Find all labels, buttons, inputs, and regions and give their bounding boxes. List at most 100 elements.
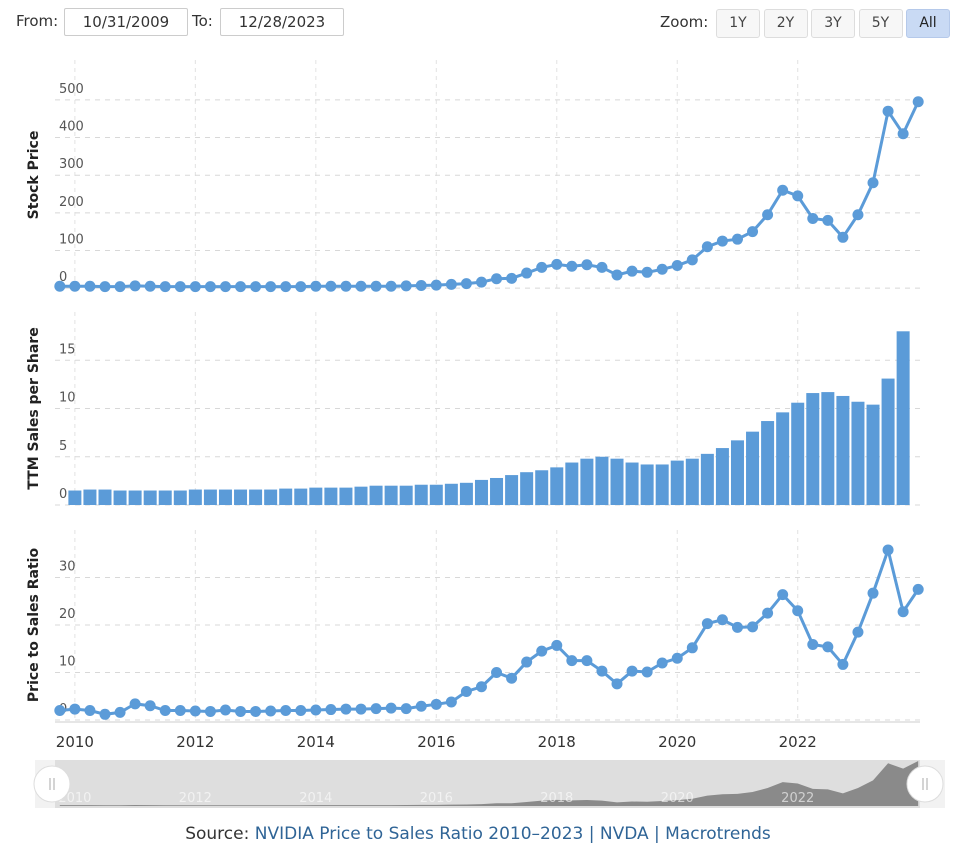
- navigator-handle[interactable]: [906, 765, 944, 803]
- bar: [700, 453, 714, 505]
- line: [59, 544, 920, 716]
- point: [762, 209, 774, 221]
- from-label: From:: [16, 12, 59, 30]
- point: [99, 281, 111, 293]
- y-tick-label: 10: [59, 391, 76, 406]
- bar: [218, 489, 232, 505]
- bar: [791, 402, 805, 505]
- point: [219, 281, 231, 293]
- point: [762, 607, 774, 619]
- point: [686, 254, 698, 266]
- point: [867, 177, 879, 189]
- y-tick-label: 200: [59, 195, 84, 210]
- y-tick-label: 30: [59, 560, 76, 575]
- point: [506, 272, 518, 284]
- point: [144, 700, 156, 712]
- bar: [761, 421, 775, 505]
- bar: [866, 404, 880, 505]
- point: [204, 281, 216, 293]
- point: [596, 261, 608, 273]
- bar: [279, 488, 293, 505]
- point: [777, 589, 789, 601]
- point: [54, 280, 66, 292]
- navigator-label: 2018: [540, 791, 573, 806]
- point: [400, 280, 412, 292]
- line: [59, 101, 920, 289]
- x-tick-label: 2020: [658, 733, 696, 751]
- navigator-label: 2022: [781, 791, 814, 806]
- bar: [173, 490, 187, 505]
- y-tick-label: 100: [59, 232, 84, 247]
- bar: [98, 489, 112, 505]
- point: [84, 280, 96, 292]
- point: [912, 583, 924, 595]
- point: [852, 626, 864, 638]
- point: [69, 703, 81, 715]
- point: [581, 655, 593, 667]
- x-tick-label: 2014: [297, 733, 335, 751]
- point: [460, 278, 472, 290]
- zoom-button[interactable]: 5Y: [858, 9, 903, 38]
- point: [189, 281, 201, 293]
- from-input[interactable]: 10/31/2009: [64, 8, 188, 36]
- bar: [294, 488, 308, 505]
- navigator-handle[interactable]: [33, 765, 71, 803]
- bar: [143, 490, 157, 505]
- zoom-button[interactable]: All: [906, 9, 950, 38]
- point: [310, 280, 322, 292]
- source-link[interactable]: NVIDIA Price to Sales Ratio 2010–2023 | …: [254, 824, 771, 844]
- bar: [896, 331, 910, 505]
- zoom-button[interactable]: 1Y: [716, 9, 760, 38]
- point: [747, 621, 759, 633]
- point: [475, 681, 487, 693]
- y-tick-label: 10: [59, 655, 76, 670]
- bar: [625, 462, 639, 505]
- point: [611, 678, 623, 690]
- bar: [595, 456, 609, 505]
- y-tick-label: 400: [59, 120, 84, 135]
- to-input[interactable]: 12/28/2023: [220, 8, 344, 36]
- point: [400, 703, 412, 715]
- point: [626, 665, 638, 677]
- y-tick-label: 0: [59, 270, 67, 285]
- y-tick-label: 5: [59, 439, 67, 454]
- point: [385, 280, 397, 292]
- bar: [339, 487, 353, 505]
- bar: [776, 412, 790, 505]
- navigator-area: [59, 760, 919, 806]
- point: [189, 705, 201, 717]
- zoom-button[interactable]: 2Y: [763, 9, 808, 38]
- point: [807, 212, 819, 224]
- point: [731, 621, 743, 633]
- point: [355, 280, 367, 292]
- point: [340, 703, 352, 715]
- point: [536, 645, 548, 657]
- bar: [640, 464, 654, 505]
- point: [325, 280, 337, 292]
- point: [250, 281, 262, 293]
- bar: [429, 484, 443, 505]
- point: [250, 705, 262, 717]
- point: [611, 269, 623, 281]
- y-tick-label: 500: [59, 82, 84, 97]
- bar: [505, 475, 519, 505]
- source-label: Source:: [185, 824, 250, 844]
- bar: [655, 464, 669, 505]
- point: [295, 705, 307, 716]
- point: [716, 614, 728, 626]
- zoom-button[interactable]: 3Y: [811, 9, 855, 38]
- bar: [234, 489, 248, 505]
- point: [731, 233, 743, 245]
- x-tick-label: 2012: [176, 733, 214, 751]
- y-axis-label: Price to Sales Ratio: [26, 548, 42, 703]
- bar: [399, 485, 413, 505]
- bar: [730, 440, 744, 505]
- point: [174, 705, 186, 716]
- point: [84, 705, 96, 716]
- point: [204, 705, 216, 717]
- x-tick-label: 2022: [779, 733, 817, 751]
- point: [792, 605, 804, 617]
- point: [370, 280, 382, 292]
- point: [491, 273, 503, 285]
- point: [897, 128, 909, 140]
